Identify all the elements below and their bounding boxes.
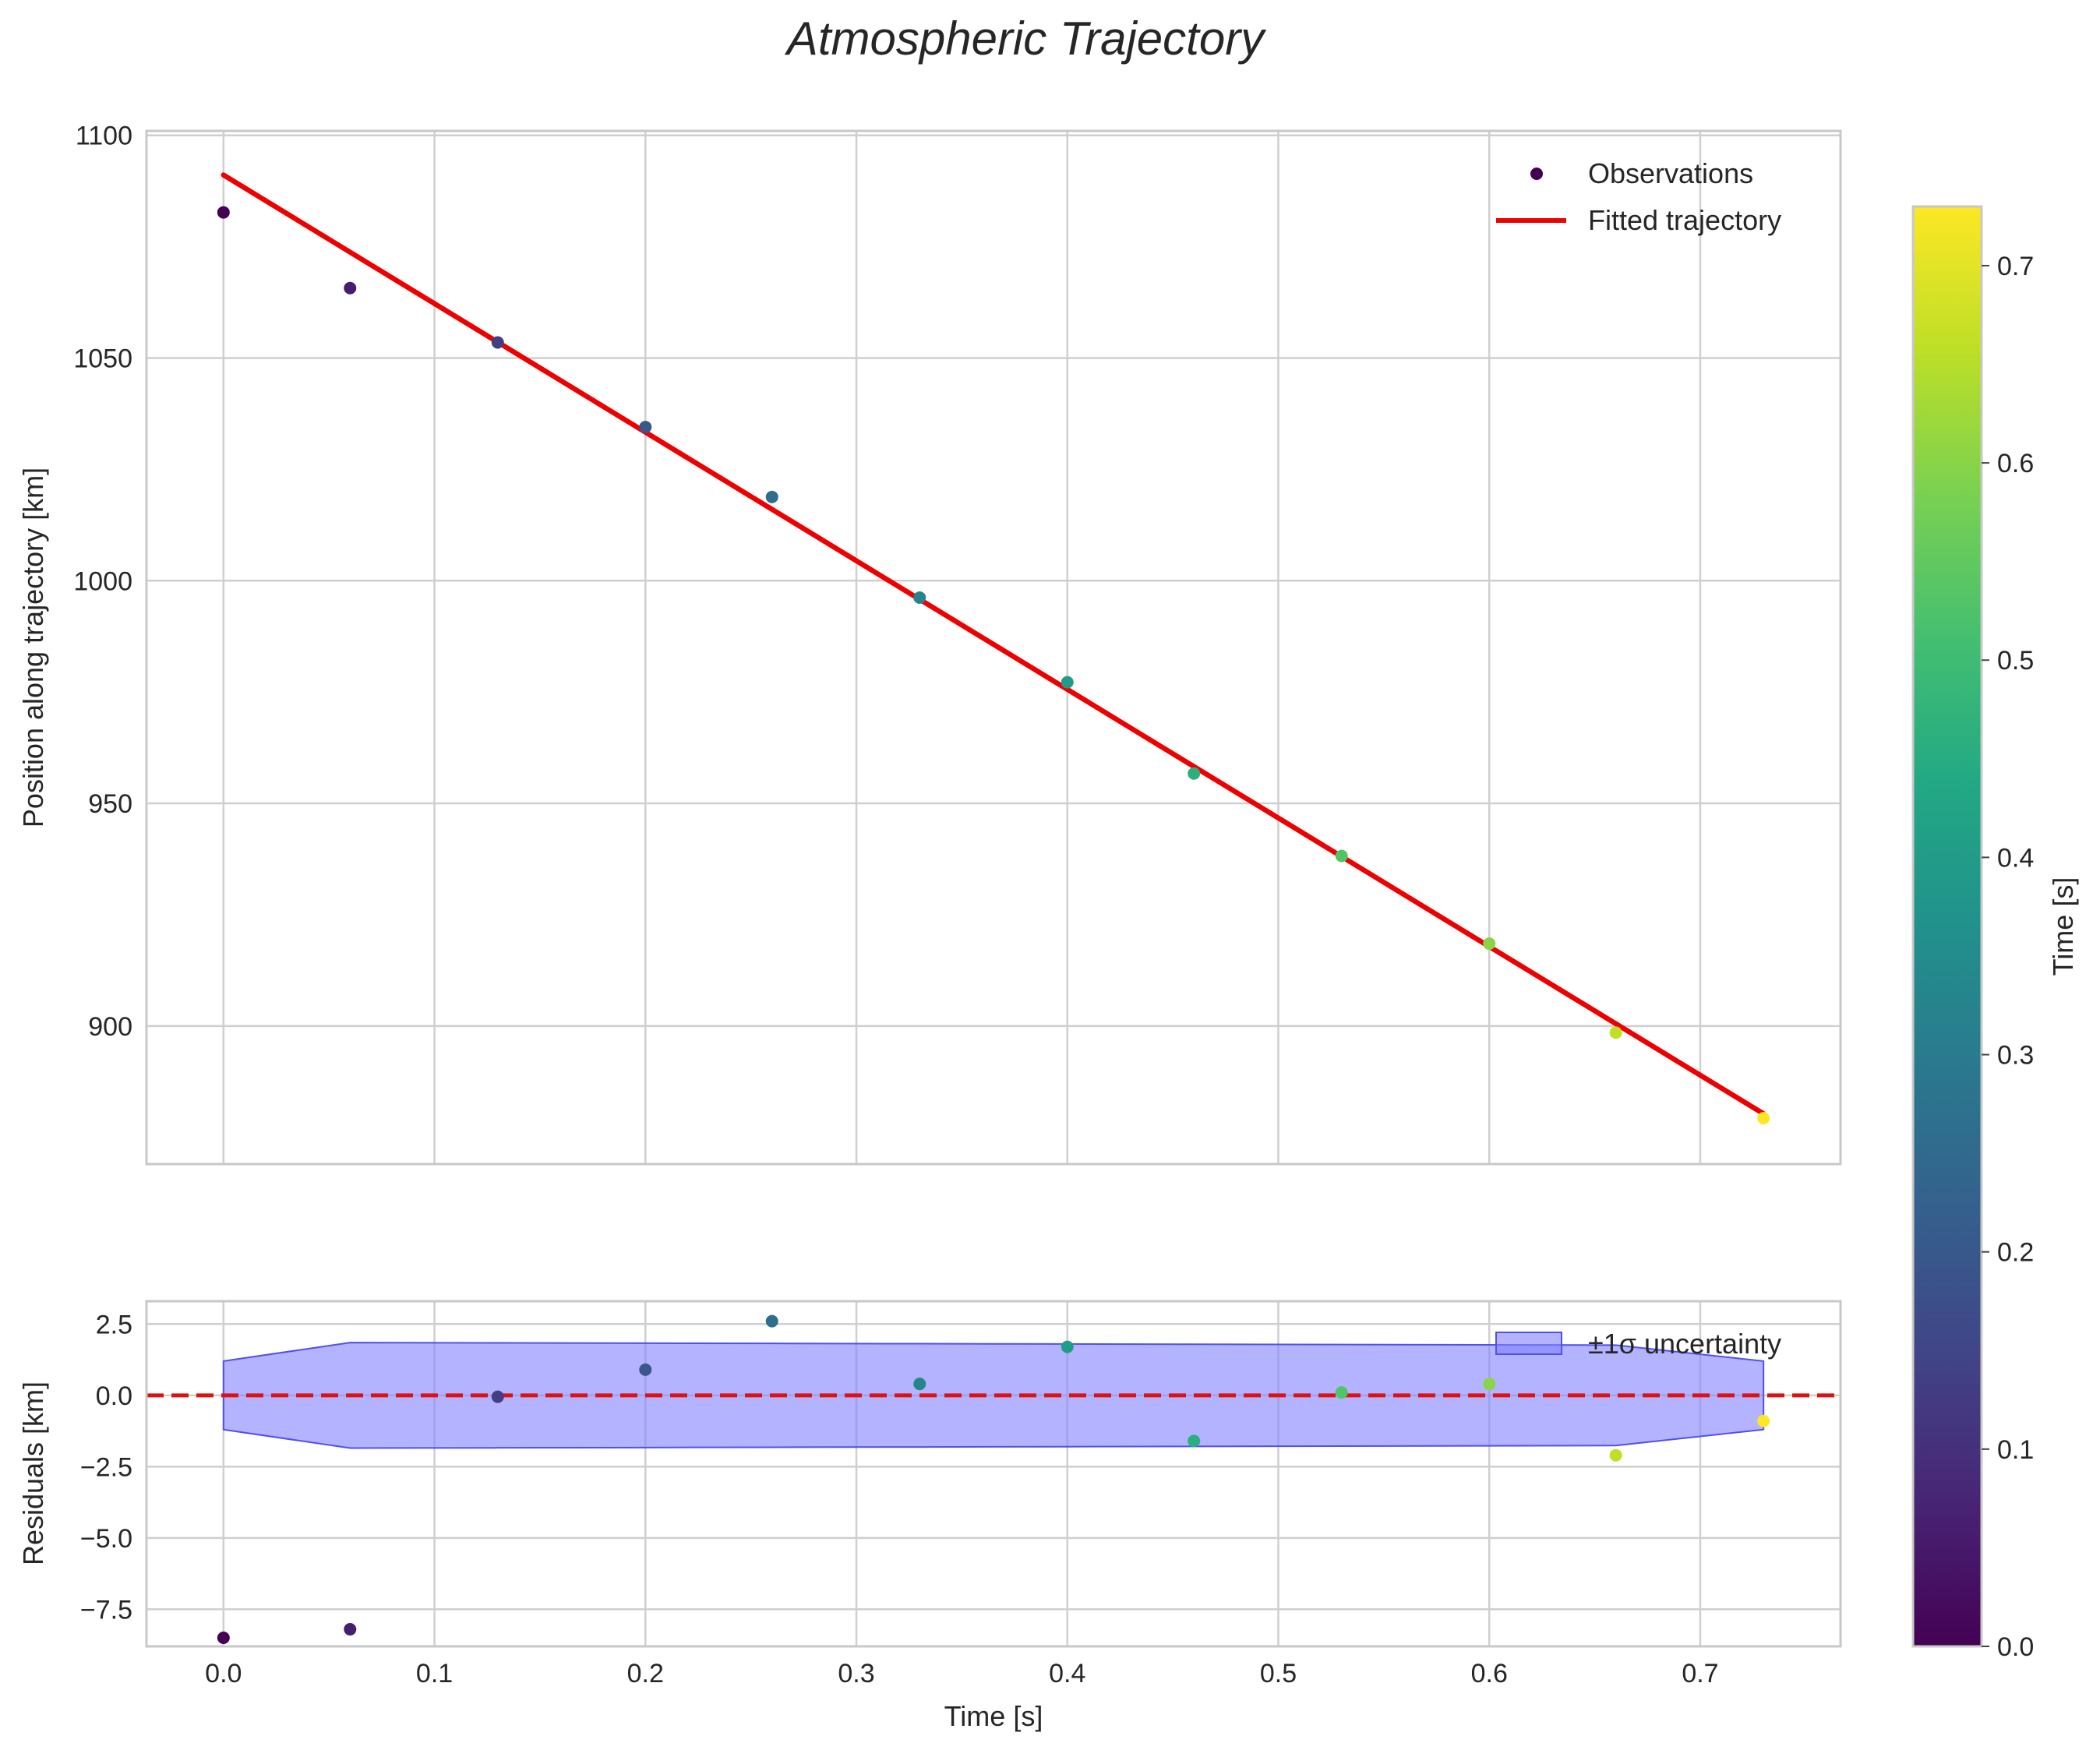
bottom-x-tick-label: 0.3 (838, 1659, 874, 1688)
observation-point (1061, 676, 1074, 689)
bottom-panel-frame (145, 1300, 1842, 1648)
top-y-axis-label: Position along trajectory [km] (17, 467, 49, 827)
observation-point (639, 421, 652, 434)
legend-observations-marker (1530, 168, 1543, 180)
observation-point (217, 206, 230, 219)
colorbar-tick-label: 0.0 (1997, 1632, 2034, 1662)
observation-point (1609, 1026, 1622, 1039)
observation-point (1335, 849, 1348, 863)
residual-point (1335, 1386, 1348, 1399)
bottom-x-tick-label: 0.7 (1682, 1659, 1718, 1688)
observation-point (765, 490, 778, 503)
top-y-tick-label: 1050 (73, 344, 132, 373)
residual-point (344, 1623, 357, 1636)
residual-point (639, 1363, 652, 1376)
uncertainty-band (222, 1342, 1765, 1449)
top-plot-area (217, 172, 1770, 1125)
legend-uncertainty-label: ±1σ uncertainty (1588, 1328, 1781, 1360)
bottom-y-axis-label: Residuals [km] (17, 1381, 49, 1565)
bottom-y-tick-label: −7.5 (80, 1595, 132, 1625)
colorbar-tick-label: 0.1 (1997, 1435, 2034, 1465)
bottom-x-tick-label: 0.1 (416, 1659, 453, 1688)
bottom-panel: −7.5 −5.0 −2.5 0.0 2.5 0.0 0.1 0.2 0.3 0.4 0.5 0.6… (17, 1300, 1842, 1732)
residual-point (913, 1378, 926, 1391)
colorbar-tick-label: 0.6 (1997, 449, 2034, 478)
residual-point (765, 1314, 778, 1328)
bottom-x-tick-label: 0.0 (205, 1659, 242, 1688)
bottom-y-tick-label: −5.0 (80, 1524, 132, 1554)
bottom-x-tick-label: 0.4 (1049, 1659, 1085, 1688)
colorbar-tick-label: 0.4 (1997, 843, 2034, 873)
top-y-tick-label: 950 (88, 789, 132, 819)
top-y-tick-labels: 900 950 1000 1050 1100 (73, 122, 132, 1042)
colorbar-tick-label: 0.7 (1997, 252, 2034, 281)
chart-title: Atmospheric Trajectory (785, 12, 1267, 65)
top-y-tick-label: 900 (88, 1012, 132, 1042)
observation-point (344, 281, 357, 295)
residual-point (1188, 1434, 1201, 1448)
top-legend: Observations Fitted trajectory (1496, 157, 1781, 236)
residual-point (1061, 1340, 1074, 1353)
observation-point (1757, 1112, 1770, 1125)
top-y-tick-label: 1100 (76, 122, 132, 151)
observation-point (1188, 767, 1201, 780)
bottom-legend: ±1σ uncertainty (1495, 1328, 1781, 1360)
legend-uncertainty-swatch (1495, 1332, 1562, 1355)
observation-point (1483, 937, 1496, 951)
residual-point (1609, 1448, 1622, 1462)
bottom-x-tick-labels: 0.0 0.1 0.2 0.3 0.4 0.5 0.6 0.7 (205, 1659, 1718, 1688)
colorbar-tick-label: 0.2 (1997, 1238, 2034, 1268)
residual-point (1757, 1414, 1770, 1427)
colorbar-tick-label: 0.3 (1997, 1041, 2034, 1071)
observation-point (913, 591, 926, 604)
top-y-tick-label: 1000 (73, 566, 132, 596)
colorbar: 0.0 0.1 0.2 0.3 0.4 0.5 0.6 0.7 Time [s] (1911, 205, 2079, 1662)
colorbar-label: Time [s] (2047, 877, 2079, 976)
colorbar-gradient (1911, 205, 1983, 1648)
top-panel: 900 950 1000 1050 1100 Position along trajec… (17, 122, 1842, 1166)
observation-point (491, 336, 504, 349)
bottom-y-tick-labels: −7.5 −5.0 −2.5 0.0 2.5 (80, 1310, 132, 1625)
bottom-x-tick-label: 0.5 (1260, 1659, 1297, 1688)
bottom-x-tick-label: 0.6 (1471, 1659, 1508, 1688)
bottom-x-tick-label: 0.2 (627, 1659, 664, 1688)
bottom-y-tick-label: 2.5 (96, 1310, 132, 1339)
fitted-trajectory-line (221, 172, 1766, 1117)
residual-point (217, 1632, 230, 1645)
residual-point (491, 1390, 504, 1403)
bottom-y-tick-label: 0.0 (96, 1381, 132, 1411)
legend-observations-label: Observations (1588, 157, 1753, 189)
bottom-y-tick-label: −2.5 (80, 1452, 132, 1482)
top-grid (146, 131, 1841, 1164)
residual-point (1483, 1378, 1496, 1391)
top-panel-frame (145, 129, 1842, 1166)
colorbar-tick-label: 0.5 (1997, 646, 2034, 676)
colorbar-ticks: 0.0 0.1 0.2 0.3 0.4 0.5 0.6 0.7 (1982, 252, 2034, 1662)
bottom-x-axis-label: Time [s] (944, 1700, 1043, 1732)
bottom-plot-area (146, 1314, 1841, 1645)
legend-fitted-label: Fitted trajectory (1588, 204, 1781, 236)
